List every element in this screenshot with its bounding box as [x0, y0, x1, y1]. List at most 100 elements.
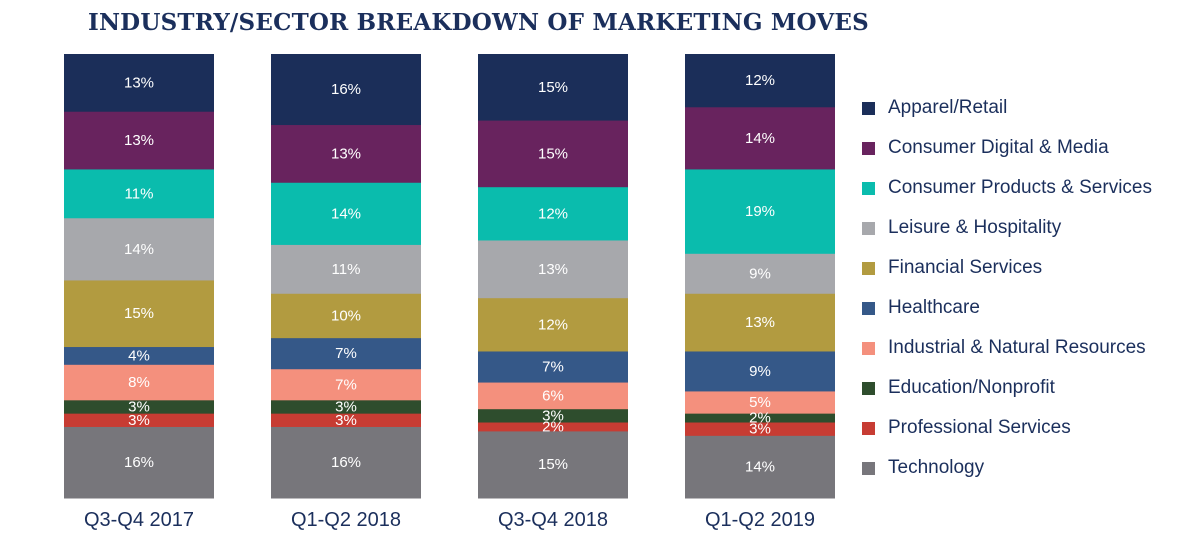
bar-segment-financial-services	[64, 280, 214, 348]
legend-label: Consumer Digital & Media	[888, 137, 1109, 158]
legend-swatch	[862, 461, 875, 475]
data-label: 13%	[124, 132, 154, 149]
data-label: 15%	[538, 456, 568, 473]
bar-segment-financial-services	[271, 293, 421, 339]
data-label: 2%	[542, 418, 564, 435]
legend-item-apparel-retail: Apparel/Retail	[862, 88, 1152, 128]
bar-segment-consumer-products-services	[478, 187, 628, 241]
bar-segment-financial-services	[685, 293, 835, 352]
legend-swatch	[862, 381, 875, 395]
bar-segment-technology	[271, 426, 421, 499]
data-label: 15%	[538, 79, 568, 96]
bar-segment-consumer-products-services	[685, 169, 835, 255]
legend-swatch	[862, 221, 875, 235]
bar-segment-apparel-retail	[478, 54, 628, 122]
bar-segment-consumer-digital-media	[271, 125, 421, 184]
data-label: 13%	[745, 314, 775, 331]
bar-stack-q1-q2-2019: 12% 14% 19% 9% 13% 9% 5%2%3% 14%	[685, 54, 835, 499]
legend-item-leisure-hospitality: Leisure & Hospitality	[862, 208, 1152, 248]
bar-segment-technology	[478, 431, 628, 499]
bar-segment-consumer-digital-media	[478, 120, 628, 188]
bar-segment-education-nonprofit	[271, 400, 421, 415]
bar-segment-professional-services	[271, 413, 421, 428]
legend-label: Financial Services	[888, 257, 1043, 278]
bar-segment-professional-services	[478, 422, 628, 432]
bar-segment-technology	[685, 435, 835, 499]
bar-stack-q3-q4-2017: 13% 13% 11% 14% 15% 4% 8% 3%3% 16%	[64, 54, 214, 499]
data-label: 7%	[335, 345, 357, 362]
bar-segment-leisure-hospitality	[478, 240, 628, 299]
bar-segment-education-nonprofit	[64, 400, 214, 415]
bar-segment-industrial-natural-resources	[478, 382, 628, 410]
chart-legend: Apparel/Retail Consumer Digital & Media Co…	[862, 88, 1152, 488]
legend-item-financial-services: Financial Services	[862, 248, 1152, 288]
bar-segment-financial-services	[478, 298, 628, 352]
data-label: 13%	[538, 261, 568, 278]
data-label: 12%	[538, 316, 568, 333]
legend-item-consumer-products-services: Consumer Products & Services	[862, 168, 1152, 208]
data-label: 7%	[542, 359, 564, 376]
legend-label: Technology	[888, 457, 985, 478]
data-label: 2%	[749, 410, 771, 427]
legend-item-consumer-digital-media: Consumer Digital & Media	[862, 128, 1152, 168]
legend-label: Apparel/Retail	[888, 97, 1008, 118]
bar-segment-industrial-natural-resources	[271, 369, 421, 401]
legend-label: Industrial & Natural Resources	[888, 337, 1146, 358]
data-label: 3%	[749, 421, 771, 438]
legend-item-technology: Technology	[862, 448, 1152, 488]
data-label: 12%	[538, 205, 568, 222]
bar-segment-industrial-natural-resources	[685, 391, 835, 415]
legend-item-industrial-natural-resources: Industrial & Natural Resources	[862, 328, 1152, 368]
chart-title: INDUSTRY/SECTOR BREAKDOWN OF MARKETING M…	[88, 9, 869, 36]
legend-label: Healthcare	[888, 297, 980, 318]
data-label: 13%	[331, 145, 361, 162]
x-tick-label: Q1-Q2 2018	[291, 509, 401, 531]
legend-swatch	[862, 101, 875, 115]
legend-swatch	[862, 261, 875, 275]
bar-segment-industrial-natural-resources	[64, 364, 214, 401]
data-label: 12%	[745, 72, 775, 89]
data-label: 6%	[542, 387, 564, 404]
bar-segment-education-nonprofit	[685, 413, 835, 424]
legend-label: Leisure & Hospitality	[888, 217, 1062, 238]
data-label: 15%	[124, 305, 154, 322]
bar-segment-apparel-retail	[64, 54, 214, 113]
data-label: 8%	[128, 374, 150, 391]
legend-swatch	[862, 301, 875, 315]
data-label: 9%	[749, 363, 771, 380]
data-label: 19%	[745, 203, 775, 220]
x-tick-label: Q1-Q2 2019	[705, 509, 815, 531]
legend-item-professional-services: Professional Services	[862, 408, 1152, 448]
legend-label: Education/Nonprofit	[888, 377, 1055, 398]
data-label: 16%	[331, 454, 361, 471]
data-label: 7%	[335, 376, 357, 393]
data-label: 3%	[335, 398, 357, 415]
data-label: 3%	[128, 412, 150, 429]
data-label: 11%	[332, 261, 361, 278]
bar-segment-healthcare	[478, 351, 628, 384]
legend-item-healthcare: Healthcare	[862, 288, 1152, 328]
data-label: 15%	[538, 145, 568, 162]
data-label: 14%	[745, 458, 775, 475]
bar-segment-consumer-digital-media	[685, 107, 835, 170]
data-label: 16%	[124, 454, 154, 471]
data-label: 3%	[335, 412, 357, 429]
data-label: 14%	[124, 241, 154, 258]
data-label: 11%	[125, 185, 154, 202]
data-label: 10%	[331, 307, 361, 324]
bar-segment-apparel-retail	[271, 54, 421, 126]
data-label: 14%	[331, 205, 361, 222]
data-label: 9%	[749, 265, 771, 282]
bar-segment-consumer-products-services	[271, 182, 421, 246]
x-tick-label: Q3-Q4 2017	[84, 509, 194, 531]
bar-segment-professional-services	[685, 422, 835, 437]
bar-stack-q1-q2-2018: 16% 13% 14% 11% 10% 7% 7% 3%3% 16%	[271, 54, 421, 499]
legend-swatch	[862, 341, 875, 355]
bar-segment-healthcare	[685, 351, 835, 392]
legend-item-education-nonprofit: Education/Nonprofit	[862, 368, 1152, 408]
data-label: 13%	[124, 74, 154, 91]
bar-segment-consumer-products-services	[64, 169, 214, 219]
legend-swatch	[862, 141, 875, 155]
legend-swatch	[862, 181, 875, 195]
bar-segment-education-nonprofit	[478, 409, 628, 424]
